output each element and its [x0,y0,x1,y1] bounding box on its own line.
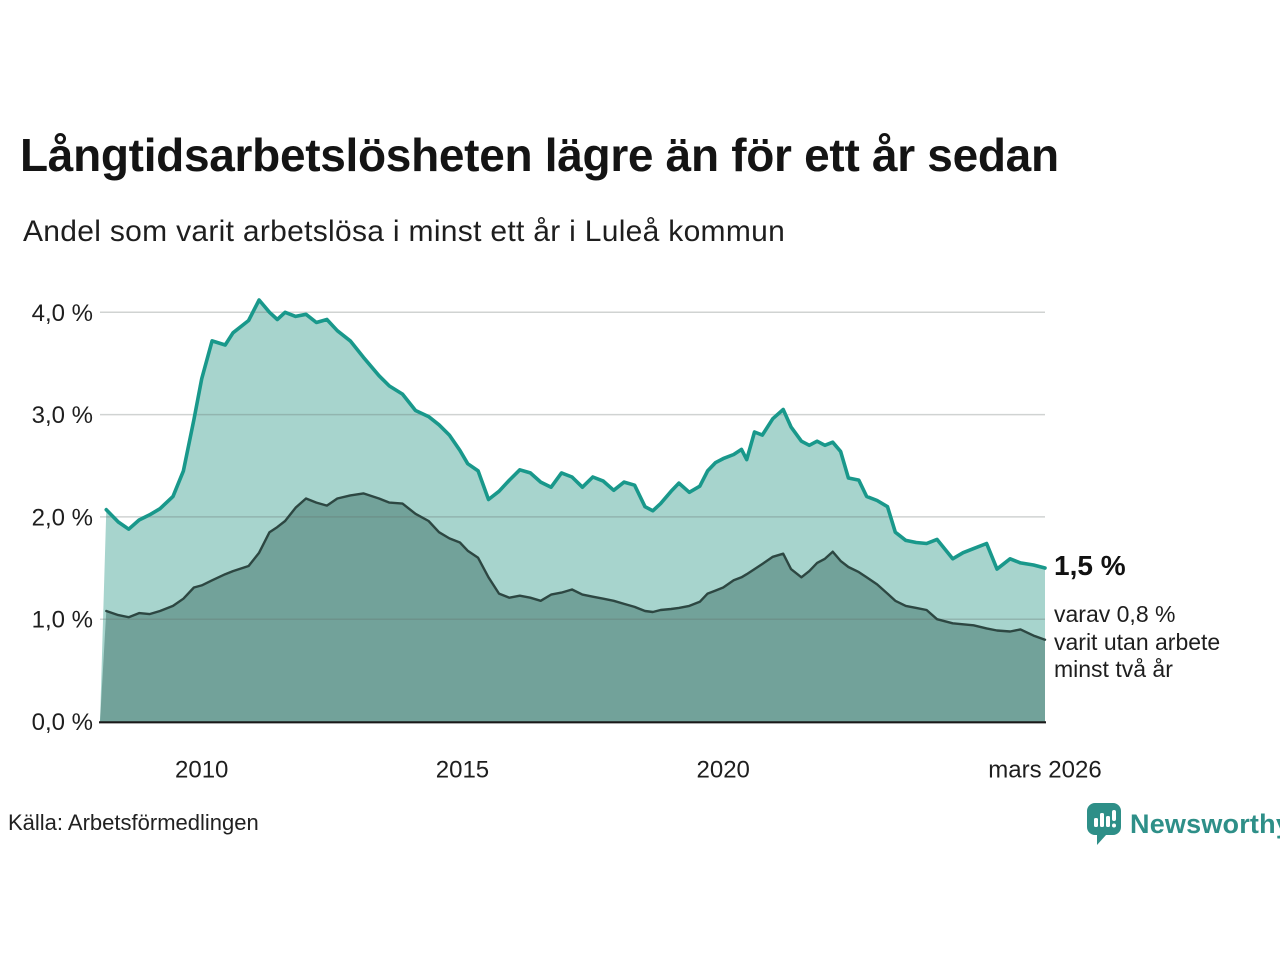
x-tick-label: 2010 [175,757,228,784]
series-line-1 [105,492,1047,641]
series-area-1 [100,493,1045,722]
x-tick-label: 2015 [436,757,489,784]
chart-title: Långtidsarbetslösheten lägre än för ett … [20,129,1059,181]
y-tick-label: 3,0 % [32,402,93,429]
latest-value-note: varav 0,8 % varit utan arbete minst två … [1054,601,1220,684]
note-line-1: varav 0,8 % [1054,601,1176,627]
x-tick-label: mars 2026 [988,757,1101,784]
newsworthy-logo: Newsworthy [1086,802,1280,846]
latest-value-label: 1,5 % [1054,550,1126,581]
brand-name: Newsworthy [1130,808,1280,839]
note-line-3: minst två år [1054,656,1173,682]
x-tick-label: 2020 [697,757,750,784]
series-line-0 [104,298,1047,571]
source-attribution: Källa: Arbetsförmedlingen [8,810,259,835]
chart-subtitle: Andel som varit arbetslösa i minst ett å… [23,215,786,248]
y-tick-label: 2,0 % [32,504,93,531]
y-tick-label: 1,0 % [32,607,93,634]
y-tick-label: 4,0 % [32,300,93,327]
note-line-2: varit utan arbete [1054,628,1221,655]
y-tick-label: 0,0 % [32,709,93,736]
newsworthy-bubble-chart-icon [1087,803,1121,845]
